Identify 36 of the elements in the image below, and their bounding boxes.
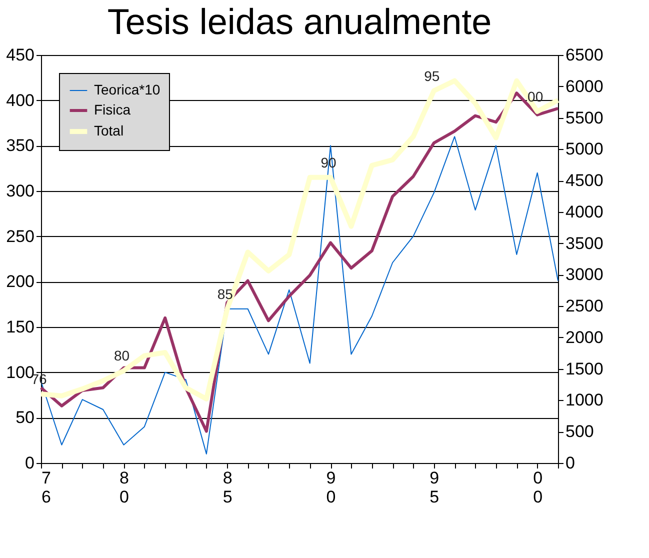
x-tick-label: 76 (42, 468, 51, 506)
y2-tick-label: 2500 (566, 296, 604, 316)
x-tick-label: 00 (533, 468, 543, 506)
y2-tick-label: 3000 (566, 265, 604, 284)
x-tick-label: 80 (119, 468, 129, 506)
annotation: 95 (424, 68, 440, 84)
y2-tick-label: 4500 (566, 171, 604, 190)
y2-tick-label: 6500 (566, 46, 604, 64)
y2-tick-label: 1000 (566, 390, 604, 410)
y2-tick-label: 500 (566, 422, 594, 442)
legend-label: Total (94, 122, 124, 138)
legend-label: Fisica (94, 102, 131, 118)
y2-tick-label: 3500 (566, 234, 604, 253)
y-tick-label: 200 (6, 272, 34, 292)
y2-tick-label: 1500 (566, 359, 604, 378)
legend-label: Teorica*10 (94, 82, 160, 98)
y-tick-label: 300 (6, 182, 34, 200)
y-tick-label: 0 (25, 454, 34, 472)
y2-tick-label: 0 (566, 454, 575, 472)
y-tick-label: 250 (6, 226, 34, 246)
y2-tick-label: 6000 (566, 76, 604, 96)
y-tick-label: 400 (6, 90, 34, 110)
annotation: 80 (114, 348, 130, 364)
x-tick-label: 85 (222, 468, 232, 506)
y-tick-label: 450 (6, 46, 34, 64)
y-tick-label: 150 (6, 318, 34, 336)
chart-title: Tesis leidas anualmente (107, 1, 492, 42)
y-tick-label: 350 (6, 136, 34, 156)
x-tick-label: 90 (326, 468, 336, 506)
y2-tick-label: 2000 (566, 328, 604, 347)
y2-tick-label: 4000 (566, 202, 604, 222)
y2-tick-label: 5000 (566, 140, 604, 159)
y2-tick-label: 5500 (566, 108, 604, 128)
annotation: 85 (217, 286, 234, 302)
y-tick-label: 50 (16, 408, 34, 428)
x-tick-label: 95 (430, 468, 440, 506)
